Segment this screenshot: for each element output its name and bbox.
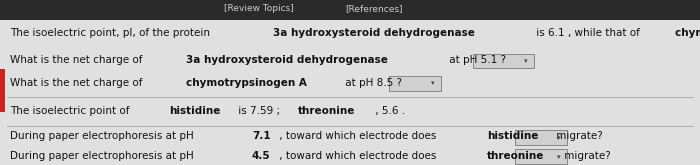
FancyBboxPatch shape	[0, 69, 5, 112]
Text: at pH 5.1 ?: at pH 5.1 ?	[446, 55, 506, 65]
Text: The isoelectric point, pI, of the protein: The isoelectric point, pI, of the protei…	[10, 28, 214, 38]
Text: The isoelectric point of: The isoelectric point of	[10, 106, 133, 116]
FancyBboxPatch shape	[514, 149, 567, 164]
Text: , toward which electrode does: , toward which electrode does	[276, 131, 440, 141]
Text: During paper electrophoresis at pH: During paper electrophoresis at pH	[10, 151, 197, 161]
Text: 3a hydroxysteroid dehydrogenase: 3a hydroxysteroid dehydrogenase	[186, 55, 388, 65]
Text: threonine: threonine	[487, 151, 545, 161]
Text: at pH 8.5 ?: at pH 8.5 ?	[342, 78, 402, 87]
FancyBboxPatch shape	[389, 76, 441, 91]
Text: , 5.6 .: , 5.6 .	[372, 106, 405, 116]
Text: migrate?: migrate?	[553, 131, 603, 141]
Text: chymotrypsinogen A: chymotrypsinogen A	[186, 78, 307, 87]
Text: histidine: histidine	[169, 106, 220, 116]
FancyBboxPatch shape	[514, 130, 567, 145]
Text: What is the net charge of: What is the net charge of	[10, 55, 146, 65]
FancyBboxPatch shape	[473, 54, 534, 68]
Text: What is the net charge of: What is the net charge of	[10, 78, 146, 87]
Text: , toward which electrode does: , toward which electrode does	[276, 151, 440, 161]
Text: 7.1: 7.1	[252, 131, 270, 141]
Text: histidine: histidine	[487, 131, 538, 141]
Text: ▾: ▾	[524, 58, 528, 64]
Text: During paper electrophoresis at pH: During paper electrophoresis at pH	[10, 131, 197, 141]
Text: chymotrypsinogen A: chymotrypsinogen A	[676, 28, 700, 38]
Text: ▾: ▾	[556, 135, 560, 141]
Text: ▾: ▾	[556, 154, 560, 160]
Text: ▾: ▾	[431, 80, 434, 86]
Text: 3a hydroxysteroid dehydrogenase: 3a hydroxysteroid dehydrogenase	[273, 28, 475, 38]
Text: [References]: [References]	[346, 4, 403, 13]
Text: migrate?: migrate?	[561, 151, 610, 161]
Text: 4.5: 4.5	[252, 151, 270, 161]
Text: [Review Topics]: [Review Topics]	[224, 4, 294, 13]
Text: is 7.59 ;: is 7.59 ;	[235, 106, 284, 116]
Text: is 6.1 , while that of: is 6.1 , while that of	[533, 28, 643, 38]
Text: threonine: threonine	[298, 106, 355, 116]
FancyBboxPatch shape	[0, 0, 700, 20]
